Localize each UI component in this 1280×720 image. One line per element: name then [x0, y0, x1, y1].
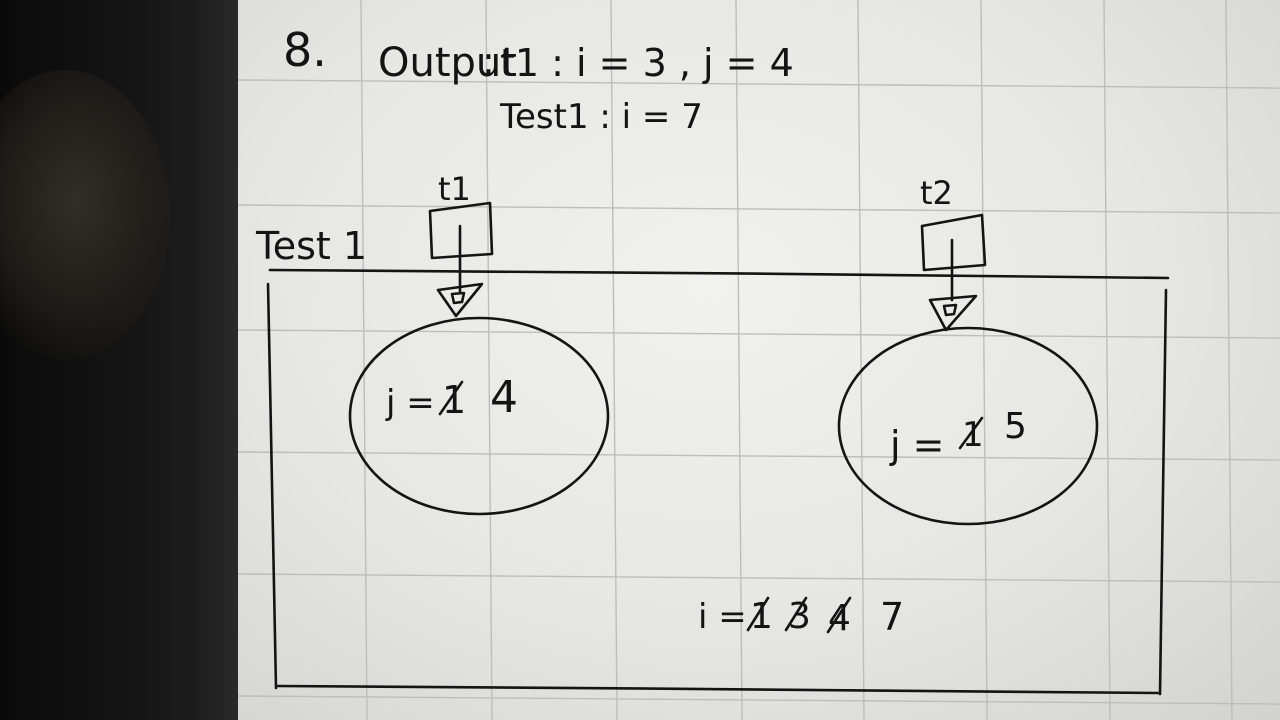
output-label: Output — [378, 40, 517, 86]
thread-t1-old-value: 1 — [442, 378, 466, 422]
thread-t1-box — [428, 201, 494, 260]
grid-line-horizontal — [238, 451, 1280, 461]
grid-line-vertical — [485, 0, 493, 720]
thread-t2-value: 5 — [1004, 406, 1027, 447]
shared-old-value-1: 1 — [750, 596, 773, 637]
shared-old-value-3: 4 — [828, 598, 851, 639]
thread-t1-bubble — [348, 316, 610, 516]
grid-line-vertical — [980, 0, 988, 720]
thread-t2-strike — [958, 416, 984, 450]
grid-line-horizontal — [238, 204, 1280, 214]
blurred-foreground-object — [0, 70, 170, 360]
grid-line-horizontal — [238, 79, 1280, 89]
grid-line-vertical — [610, 0, 618, 720]
thread-t1-label: t1 — [438, 170, 471, 208]
thread-t1-arrow-head — [436, 282, 484, 318]
thread-t2: t2 j = 1 5 — [837, 174, 1099, 526]
grid-line-vertical — [735, 0, 743, 720]
frame-top-line — [268, 268, 1170, 280]
output-value: t1 : i = 3 , j = 4 — [500, 41, 794, 85]
grid-line-vertical — [360, 0, 368, 720]
frame-bottom-line — [276, 684, 1160, 695]
grid-line-vertical — [1103, 0, 1111, 720]
thread-t1-var: j = — [385, 383, 435, 423]
thread-t1: t1 j = 1 4 — [348, 170, 610, 516]
grid-lines — [238, 0, 1280, 720]
grid-line-horizontal — [238, 695, 1280, 705]
grid-line-horizontal — [238, 573, 1280, 583]
thread-t2-label: t2 — [920, 174, 953, 212]
thread-t1-strike — [438, 380, 464, 416]
thread-t2-var: j = — [889, 423, 944, 467]
thread-t1-arrow-mark — [450, 291, 466, 305]
thread-t1-value: 4 — [490, 372, 518, 423]
grid-paper: 8. Output : t1 : i = 3 , j = 4 Test1 : i… — [238, 0, 1280, 720]
thread-t2-arrow-mark — [942, 303, 958, 317]
thread-t2-box — [920, 213, 987, 272]
output-colon: : — [482, 39, 495, 83]
handwriting-layer: 8. Output : t1 : i = 3 , j = 4 Test1 : i… — [255, 23, 1170, 696]
shared-strike-2 — [784, 596, 808, 632]
shared-variable: i = 1 3 4 7 — [698, 595, 904, 639]
grid-line-vertical — [857, 0, 865, 720]
thread-t2-arrow-head — [928, 294, 978, 332]
shared-var: i = — [698, 597, 747, 637]
thread-t2-bubble — [837, 326, 1099, 526]
shared-value: 7 — [880, 595, 904, 639]
shared-old-value-2: 3 — [788, 596, 811, 637]
test-line: Test1 : i = 7 — [499, 97, 703, 137]
shared-strike-3 — [826, 596, 852, 634]
frame-left-line — [266, 282, 278, 690]
problem-number: 8. — [283, 23, 327, 77]
grid-line-vertical — [1225, 0, 1233, 720]
frame-label: Test 1 — [255, 224, 367, 268]
shared-strike-1 — [746, 596, 770, 632]
frame-right-line — [1158, 288, 1168, 696]
